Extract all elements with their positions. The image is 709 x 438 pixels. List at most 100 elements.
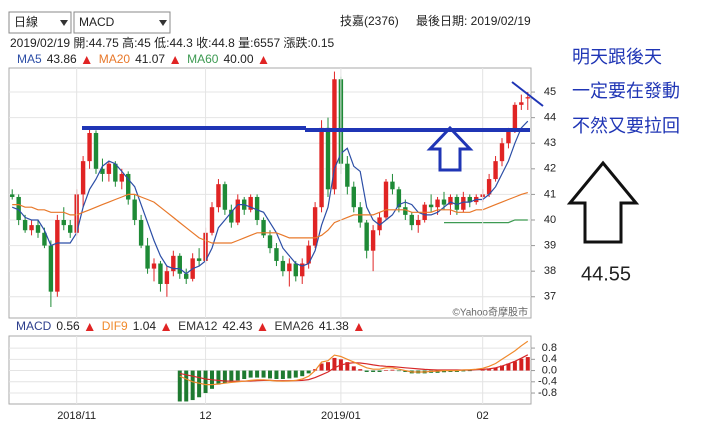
period-select[interactable] [8,11,72,34]
histogram-bar [203,370,208,394]
candle-body [467,196,472,203]
histogram-bar [274,370,279,379]
histogram-bar [454,370,459,372]
histogram-bar [261,370,266,378]
candle-body [332,79,337,190]
candle-body [106,163,112,174]
trend-line [511,81,544,107]
histogram-bar [487,369,492,371]
candle-body [42,232,47,246]
y-tick-label: -0.4 [538,376,557,388]
histogram-bar [197,370,202,398]
legend-value: 40.00 [223,52,253,66]
legend-name: MA60 [187,52,219,66]
candle-body [370,230,376,251]
histogram-bar [235,370,240,381]
candle-body [280,260,286,272]
histogram-bar [396,370,401,372]
histogram-bar [525,357,530,371]
candle-body [377,217,382,231]
candle-body [364,222,369,251]
up-marker [82,56,91,64]
candle-body [499,143,505,162]
candle-body [10,194,15,197]
legend-value: 41.07 [135,52,165,66]
period-text: 日線 [14,14,38,29]
histogram-bar [177,370,182,402]
histogram-bar [384,370,388,371]
candle-body [428,204,434,208]
candle-body [138,219,144,246]
quote: 2019/02/19 開:44.75 高:45 低:44.3 收:44.8 量:… [10,35,335,50]
histogram-bar [519,358,524,371]
candle-body [261,219,266,236]
watermark: ©Yahoo奇摩股市 [452,306,528,319]
big-up-arrow [566,160,640,244]
target-price: 44.55 [581,263,631,285]
up-marker [259,56,268,64]
annotations: 44.55 明天跟後天 一定要在發動 不然又要拉回 [82,47,680,285]
candle-body [61,219,66,226]
candle-body [177,255,182,274]
up-arrow [426,125,474,172]
y-tick-label: 39 [544,239,556,251]
note-line: 明天跟後天 [572,47,662,67]
histogram-bar [326,362,330,371]
candle-body [486,179,492,195]
candle-body [126,173,131,200]
candle-body [287,263,292,272]
histogram-bar [268,370,272,379]
candle-body [519,102,524,105]
candle-body [164,271,170,284]
histogram-bar [467,370,472,372]
indicator-select[interactable] [73,11,171,34]
y-tick-label: 0.8 [542,342,557,354]
histogram-bar [480,370,485,371]
y-tick-label: 0.4 [542,353,557,365]
candle-body [16,196,21,220]
ma-line [11,120,529,275]
y-tick-label: 0.0 [542,364,557,376]
histogram-bar [358,369,363,371]
candle-body [248,196,253,210]
candle-body [184,273,189,279]
histogram-bar [403,370,408,372]
candle-body [493,161,498,180]
candle-body [222,184,228,210]
legend-name: MACD [16,319,52,333]
candle-body [300,263,305,277]
histogram-bar [222,370,227,384]
histogram-bar [364,370,369,372]
histogram-bar [190,370,195,401]
candle-body [254,196,260,220]
candle-body [209,207,215,233]
legend-value: 42.43 [222,319,252,333]
y-tick-label: 43 [544,137,556,149]
candle-body [151,263,157,269]
up-marker [162,323,171,331]
y-tick-label: 42 [544,163,556,175]
ma-line [444,219,528,224]
histogram-bar [248,370,253,378]
stock-name: 技嘉(2376) [340,14,399,28]
up-marker [354,323,363,331]
ma-line [12,192,528,244]
histogram-bar [319,363,324,371]
candle-body [29,225,34,231]
legend-value: 41.38 [319,319,349,333]
histogram-bar [345,362,350,371]
candle-body [55,219,60,292]
candle-body [80,161,86,195]
y-tick-label: 44 [544,112,556,124]
histogram-bar [306,370,311,374]
histogram-bar [351,366,356,371]
candle-body [351,186,356,208]
legend-name: DIF9 [102,319,128,333]
histogram-bar [229,370,234,382]
y-tick-label: 37 [544,291,556,303]
candle-body [345,163,350,187]
histogram-bar [242,370,247,379]
candle-body [383,181,389,218]
legend-name: EMA26 [274,319,314,333]
